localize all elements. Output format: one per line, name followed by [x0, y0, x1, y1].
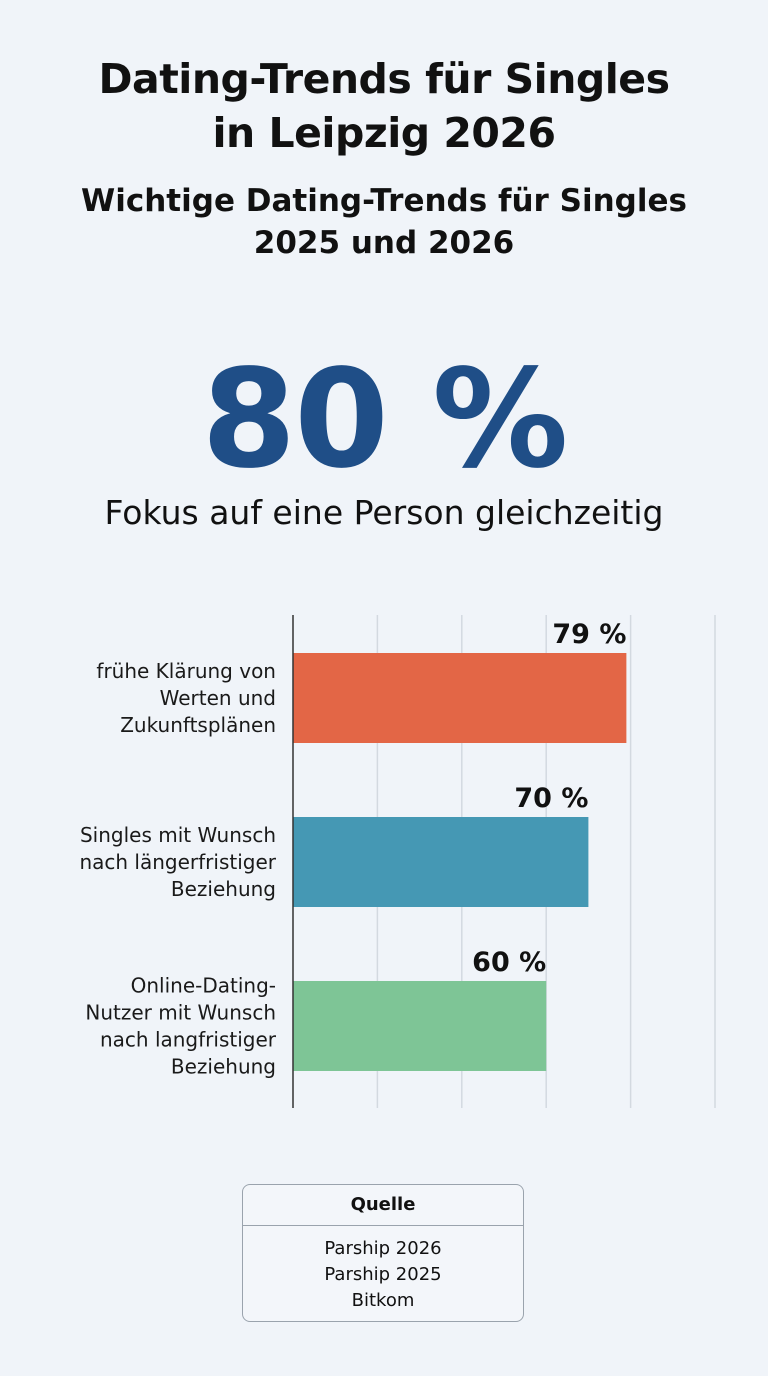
subtitle-line: 2025 und 2026 — [253, 225, 515, 261]
category-label-line: Werten und — [160, 686, 276, 710]
highlight-value: 80 % — [201, 341, 569, 499]
bar — [293, 981, 547, 1071]
source-title: Quelle — [243, 1185, 523, 1226]
bar — [293, 817, 589, 907]
category-label-line: Nutzer mit Wunsch — [85, 1001, 276, 1025]
category-label-line: Singles mit Wunsch — [80, 823, 276, 847]
category-label-line: frühe Klärung von — [96, 659, 276, 683]
source-item: Parship 2026 — [324, 1238, 442, 1259]
page-subtitle: Wichtige Dating-Trends für Singles 2025 … — [0, 180, 768, 264]
category-label-line: nach längerfristiger — [79, 850, 276, 874]
subtitle-line: Wichtige Dating-Trends für Singles — [81, 183, 687, 219]
highlight-caption: Fokus auf eine Person gleichzeitig — [104, 493, 664, 532]
source-item: Parship 2025 — [324, 1264, 442, 1285]
category-label-line: Beziehung — [171, 1055, 276, 1079]
bar — [293, 653, 627, 743]
page-title: Dating-Trends für Singles in Leipzig 202… — [0, 52, 768, 160]
value-label: 70 % — [514, 783, 588, 814]
title-line: in Leipzig 2026 — [212, 109, 556, 157]
source-box: Quelle Parship 2026 Parship 2025 Bitkom — [242, 1184, 524, 1322]
category-label: Online-Dating- Nutzer mit Wunsch nach lang… — [85, 974, 276, 1079]
value-label: 60 % — [472, 947, 546, 978]
category-label-line: Zukunftsplänen — [120, 713, 276, 737]
category-label: Singles mit Wunsch nach längerfristiger Be… — [79, 823, 276, 901]
category-label-line: nach langfristiger — [100, 1028, 277, 1052]
source-item: Bitkom — [351, 1290, 415, 1311]
title-line: Dating-Trends für Singles — [98, 55, 671, 103]
value-label: 79 % — [552, 619, 626, 650]
source-list: Parship 2026 Parship 2025 Bitkom — [243, 1226, 523, 1314]
category-label-line: Beziehung — [171, 877, 276, 901]
category-label: frühe Klärung von Werten und Zukunftspläne… — [96, 659, 276, 737]
category-label-line: Online-Dating- — [131, 974, 276, 998]
